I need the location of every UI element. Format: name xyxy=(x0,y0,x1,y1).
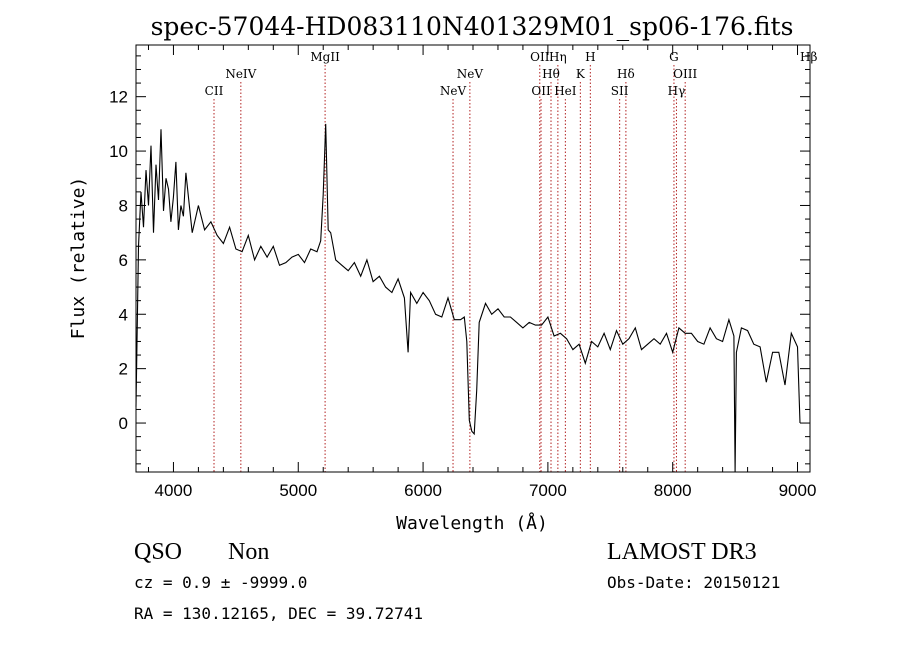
y-tick-label: 2 xyxy=(119,360,128,379)
object-class: QSO xyxy=(134,539,182,565)
spectral-line-markers xyxy=(213,65,686,472)
line-label: MgII xyxy=(310,50,340,64)
x-tick-label: 4000 xyxy=(155,481,193,500)
spectrum-line xyxy=(135,123,801,473)
line-label: Hθ xyxy=(542,67,560,81)
survey-release: LAMOST DR3 xyxy=(607,539,757,565)
redshift-readout: cz = 0.9 ± -9999.0 xyxy=(134,573,307,592)
line-label: Hγ xyxy=(668,84,686,98)
x-tick-label: 8000 xyxy=(654,481,692,500)
x-tick-label: 7000 xyxy=(529,481,567,500)
axis-ticks: 4000 5000 6000 7000 8000 9000 0 2 4 6 8 10 12 xyxy=(109,45,816,500)
line-label: K xyxy=(576,67,586,81)
line-label: OIII xyxy=(673,67,697,81)
y-tick-label: 0 xyxy=(119,414,128,433)
line-label: Hδ xyxy=(617,67,635,81)
x-tick-label: 6000 xyxy=(404,481,442,500)
line-label: OII xyxy=(530,50,550,64)
observation-date: Obs-Date: 20150121 xyxy=(607,573,780,592)
line-label: NeIV xyxy=(225,67,256,81)
line-label: G xyxy=(669,50,679,64)
spectral-line-labels: CIINeIVMgIINeVNeVOIIOIIHηHθHeIKHSIIHδGHγ… xyxy=(205,50,818,98)
line-label: NeV xyxy=(457,67,484,81)
y-tick-label: 8 xyxy=(119,196,128,215)
line-label: NeV xyxy=(440,84,467,98)
y-tick-label: 4 xyxy=(119,305,128,324)
y-tick-label: 6 xyxy=(119,251,128,270)
plot-frame xyxy=(135,44,811,473)
line-label: CII xyxy=(205,84,224,98)
line-label: Hη xyxy=(549,50,567,64)
line-label: Hβ xyxy=(800,50,817,64)
y-tick-label: 12 xyxy=(109,88,128,107)
chart-title: spec-57044-HD083110N401329M01_sp06-176.f… xyxy=(151,12,794,41)
x-tick-label: 9000 xyxy=(779,481,817,500)
object-subclass: Non xyxy=(228,539,269,565)
y-axis-label: Flux (relative) xyxy=(68,177,89,340)
line-label: HeI xyxy=(554,84,577,98)
x-axis-label: Wavelength (Å) xyxy=(396,512,548,534)
line-label: SII xyxy=(611,84,629,98)
x-tick-label: 5000 xyxy=(279,481,317,500)
line-label: OII xyxy=(531,84,551,98)
line-label: H xyxy=(585,50,595,64)
y-tick-label: 10 xyxy=(109,142,128,161)
coordinates-readout: RA = 130.12165, DEC = 39.72741 xyxy=(134,604,423,623)
